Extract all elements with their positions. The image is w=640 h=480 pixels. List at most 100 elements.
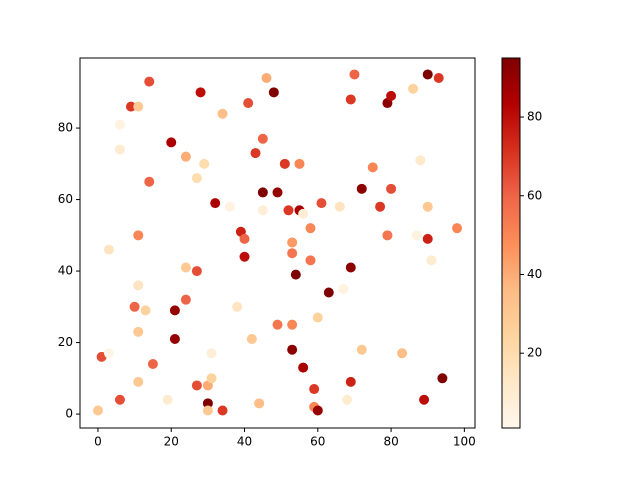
x-tick-label: 0 bbox=[94, 435, 102, 449]
point bbox=[452, 223, 463, 234]
point bbox=[129, 301, 140, 312]
point bbox=[283, 205, 294, 216]
point bbox=[239, 233, 250, 244]
point bbox=[133, 280, 144, 291]
point bbox=[254, 398, 265, 409]
point bbox=[312, 405, 323, 416]
point bbox=[191, 266, 202, 277]
point bbox=[103, 244, 114, 255]
y-tick-label: 20 bbox=[58, 335, 73, 349]
point bbox=[309, 384, 320, 395]
point bbox=[287, 248, 298, 259]
point bbox=[272, 187, 283, 198]
point bbox=[243, 98, 254, 109]
point bbox=[202, 405, 213, 416]
y-tick-label: 80 bbox=[58, 121, 73, 135]
point bbox=[287, 319, 298, 330]
point bbox=[195, 87, 206, 98]
point bbox=[125, 101, 136, 112]
point bbox=[133, 326, 144, 337]
point bbox=[166, 137, 177, 148]
y-tick-label: 40 bbox=[58, 264, 73, 278]
point bbox=[433, 73, 444, 84]
point bbox=[290, 269, 301, 280]
point bbox=[375, 201, 386, 212]
x-tick-label: 20 bbox=[164, 435, 179, 449]
point bbox=[382, 230, 393, 241]
point bbox=[345, 94, 356, 105]
point bbox=[144, 76, 155, 87]
point bbox=[180, 151, 191, 162]
colorbar-tick-label: 40 bbox=[527, 267, 542, 281]
point bbox=[422, 201, 433, 212]
axes-frame bbox=[79, 57, 476, 429]
point bbox=[257, 133, 268, 144]
point bbox=[305, 255, 316, 266]
point bbox=[272, 319, 283, 330]
point bbox=[169, 333, 180, 344]
point bbox=[345, 262, 356, 273]
point bbox=[217, 405, 228, 416]
point bbox=[422, 233, 433, 244]
x-tick-label: 100 bbox=[453, 435, 476, 449]
point bbox=[133, 101, 144, 112]
point bbox=[316, 198, 327, 209]
point bbox=[257, 205, 268, 216]
point bbox=[287, 344, 298, 355]
y-tick-label: 0 bbox=[65, 407, 73, 421]
point bbox=[411, 230, 422, 241]
point bbox=[162, 394, 173, 405]
point bbox=[323, 287, 334, 298]
colorbar-tick-label: 60 bbox=[527, 188, 542, 202]
point bbox=[419, 394, 430, 405]
point bbox=[386, 183, 397, 194]
x-tick-label: 60 bbox=[310, 435, 325, 449]
point bbox=[191, 380, 202, 391]
point bbox=[191, 173, 202, 184]
colorbar-tick-label: 80 bbox=[527, 110, 542, 124]
point bbox=[92, 405, 103, 416]
point bbox=[287, 237, 298, 248]
point bbox=[367, 162, 378, 173]
y-tick-label: 60 bbox=[58, 192, 73, 206]
point bbox=[144, 176, 155, 187]
point bbox=[294, 158, 305, 169]
point bbox=[250, 148, 261, 159]
point bbox=[298, 362, 309, 373]
point bbox=[140, 305, 151, 316]
x-tick-label: 80 bbox=[383, 435, 398, 449]
point bbox=[342, 394, 353, 405]
point bbox=[206, 348, 217, 359]
point bbox=[114, 394, 125, 405]
point bbox=[298, 208, 309, 219]
colorbar-tick-label: 20 bbox=[527, 346, 542, 360]
point bbox=[305, 223, 316, 234]
point bbox=[279, 158, 290, 169]
point bbox=[180, 294, 191, 305]
point bbox=[349, 69, 360, 80]
point bbox=[224, 201, 235, 212]
point bbox=[437, 373, 448, 384]
colorbar bbox=[501, 57, 521, 429]
point bbox=[199, 158, 210, 169]
point bbox=[408, 83, 419, 94]
point bbox=[114, 144, 125, 155]
point bbox=[239, 251, 250, 262]
point bbox=[202, 398, 213, 409]
point bbox=[422, 69, 433, 80]
point bbox=[426, 255, 437, 266]
point bbox=[386, 90, 397, 101]
point bbox=[232, 301, 243, 312]
point bbox=[334, 201, 345, 212]
point bbox=[246, 333, 257, 344]
point bbox=[210, 198, 221, 209]
point bbox=[345, 376, 356, 387]
point bbox=[133, 376, 144, 387]
point bbox=[257, 187, 268, 198]
point bbox=[147, 359, 158, 370]
point bbox=[312, 312, 323, 323]
point bbox=[415, 155, 426, 166]
point bbox=[268, 87, 279, 98]
point bbox=[356, 183, 367, 194]
